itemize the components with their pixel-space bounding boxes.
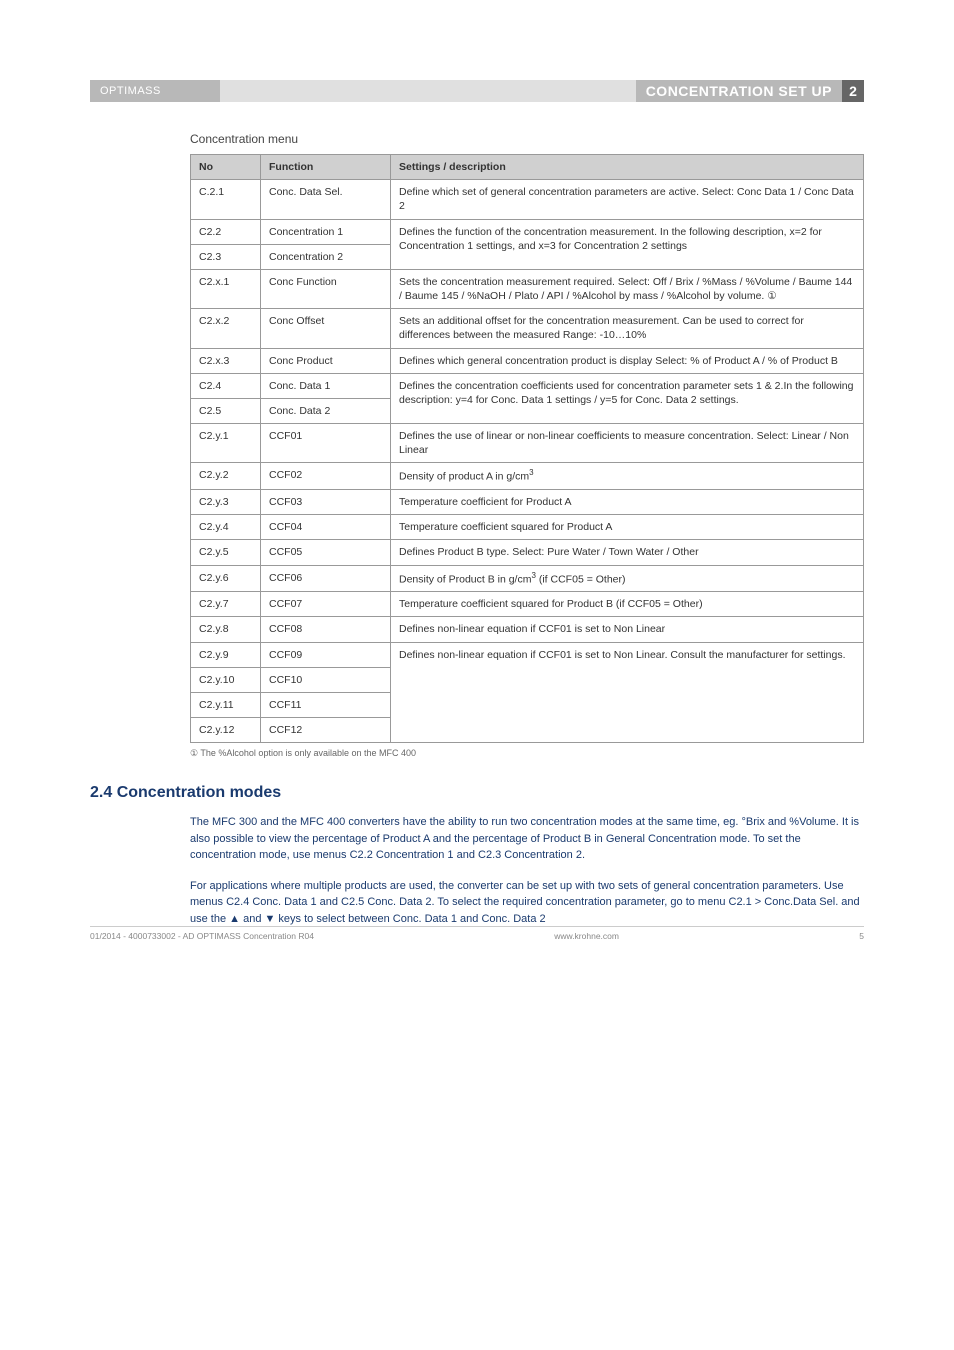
cell-function: Conc Offset <box>261 309 391 348</box>
col-header-function: Function <box>261 155 391 180</box>
cell-function: CCF05 <box>261 540 391 565</box>
footer-left: 01/2014 - 4000733002 - AD OPTIMASS Conce… <box>90 931 314 941</box>
cell-no: C2.2 <box>191 219 261 244</box>
table-row: C2.4Conc. Data 1Defines the concentratio… <box>191 373 864 398</box>
cell-no: C2.y.5 <box>191 540 261 565</box>
footer-page-number: 5 <box>859 931 864 941</box>
cell-settings: Defines non-linear equation if CCF01 is … <box>391 617 864 642</box>
table-footnote: ① The %Alcohol option is only available … <box>190 748 864 759</box>
table-row: C2.y.9CCF09Defines non-linear equation i… <box>191 642 864 667</box>
table-header-row: No Function Settings / description <box>191 155 864 180</box>
cell-no: C2.y.10 <box>191 667 261 692</box>
table-title: Concentration menu <box>190 132 864 146</box>
table-row: C2.y.6CCF06Density of Product B in g/cm3… <box>191 565 864 592</box>
cell-settings: Temperature coefficient for Product A <box>391 490 864 515</box>
cell-function: CCF10 <box>261 667 391 692</box>
cell-function: Concentration 2 <box>261 244 391 269</box>
cell-no: C2.y.2 <box>191 463 261 490</box>
cell-function: CCF11 <box>261 692 391 717</box>
table-row: C2.x.1Conc FunctionSets the concentratio… <box>191 269 864 308</box>
table-row: C2.y.8CCF08Defines non-linear equation i… <box>191 617 864 642</box>
cell-no: C.2.1 <box>191 180 261 219</box>
section-para-2: For applications where multiple products… <box>190 878 864 928</box>
cell-no: C2.3 <box>191 244 261 269</box>
cell-no: C2.y.1 <box>191 424 261 463</box>
cell-function: CCF08 <box>261 617 391 642</box>
cell-function: CCF03 <box>261 490 391 515</box>
table-row: C2.y.5CCF05Defines Product B type. Selec… <box>191 540 864 565</box>
cell-function: CCF07 <box>261 592 391 617</box>
cell-function: CCF04 <box>261 515 391 540</box>
header-bar: OPTIMASS CONCENTRATION SET UP 2 <box>90 80 864 102</box>
cell-settings: Density of Product B in g/cm3 (if CCF05 … <box>391 565 864 592</box>
cell-no: C2.x.2 <box>191 309 261 348</box>
cell-function: Conc. Data 1 <box>261 373 391 398</box>
table-row: C2.x.2Conc OffsetSets an additional offs… <box>191 309 864 348</box>
cell-settings: Sets an additional offset for the concen… <box>391 309 864 348</box>
cell-function: Conc Product <box>261 348 391 373</box>
cell-no: C2.y.11 <box>191 692 261 717</box>
cell-settings: Defines non-linear equation if CCF01 is … <box>391 642 864 743</box>
table-row: C2.y.1CCF01Defines the use of linear or … <box>191 424 864 463</box>
table-row: C2.y.7CCF07Temperature coefficient squar… <box>191 592 864 617</box>
table-row: C2.x.3Conc ProductDefines which general … <box>191 348 864 373</box>
cell-settings: Temperature coefficient squared for Prod… <box>391 515 864 540</box>
cell-function: CCF01 <box>261 424 391 463</box>
table-row: C2.2Concentration 1Defines the function … <box>191 219 864 244</box>
section-heading: 2.4 Concentration modes <box>90 784 864 802</box>
table-body: C.2.1Conc. Data Sel.Define which set of … <box>191 180 864 743</box>
col-header-settings: Settings / description <box>391 155 864 180</box>
table-row: C2.y.2CCF02Density of product A in g/cm3 <box>191 463 864 490</box>
header-chapter-number: 2 <box>842 80 864 102</box>
cell-no: C2.4 <box>191 373 261 398</box>
cell-no: C2.y.12 <box>191 718 261 743</box>
table-row: C.2.1Conc. Data Sel.Define which set of … <box>191 180 864 219</box>
cell-no: C2.y.6 <box>191 565 261 592</box>
cell-settings: Defines the concentration coefficients u… <box>391 373 864 423</box>
cell-no: C2.x.3 <box>191 348 261 373</box>
cell-no: C2.y.9 <box>191 642 261 667</box>
footer-center: www.krohne.com <box>554 931 619 941</box>
cell-function: CCF02 <box>261 463 391 490</box>
col-header-no: No <box>191 155 261 180</box>
cell-no: C2.y.4 <box>191 515 261 540</box>
footer-bar: 01/2014 - 4000733002 - AD OPTIMASS Conce… <box>90 926 864 941</box>
cell-function: CCF06 <box>261 565 391 592</box>
cell-function: Conc. Data 2 <box>261 398 391 423</box>
cell-settings: Defines which general concentration prod… <box>391 348 864 373</box>
cell-no: C2.5 <box>191 398 261 423</box>
cell-function: CCF12 <box>261 718 391 743</box>
content-area: Concentration menu No Function Settings … <box>90 132 864 927</box>
cell-settings: Defines the use of linear or non-linear … <box>391 424 864 463</box>
header-title: CONCENTRATION SET UP <box>636 80 842 102</box>
cell-no: C2.y.3 <box>191 490 261 515</box>
cell-settings: Defines Product B type. Select: Pure Wat… <box>391 540 864 565</box>
concentration-menu-table: No Function Settings / description C.2.1… <box>190 154 864 743</box>
cell-settings: Temperature coefficient squared for Prod… <box>391 592 864 617</box>
cell-settings: Sets the concentration measurement requi… <box>391 269 864 308</box>
cell-settings: Defines the function of the concentratio… <box>391 219 864 269</box>
header-left: OPTIMASS <box>90 80 220 102</box>
cell-no: C2.y.7 <box>191 592 261 617</box>
cell-settings: Define which set of general concentratio… <box>391 180 864 219</box>
cell-no: C2.x.1 <box>191 269 261 308</box>
section-para-1: The MFC 300 and the MFC 400 converters h… <box>190 814 864 864</box>
cell-function: CCF09 <box>261 642 391 667</box>
cell-no: C2.y.8 <box>191 617 261 642</box>
cell-function: Conc. Data Sel. <box>261 180 391 219</box>
cell-function: Concentration 1 <box>261 219 391 244</box>
page: OPTIMASS CONCENTRATION SET UP 2 Concentr… <box>0 0 954 971</box>
cell-function: Conc Function <box>261 269 391 308</box>
table-row: C2.y.4CCF04Temperature coefficient squar… <box>191 515 864 540</box>
cell-settings: Density of product A in g/cm3 <box>391 463 864 490</box>
table-row: C2.y.3CCF03Temperature coefficient for P… <box>191 490 864 515</box>
header-mid <box>220 80 636 102</box>
